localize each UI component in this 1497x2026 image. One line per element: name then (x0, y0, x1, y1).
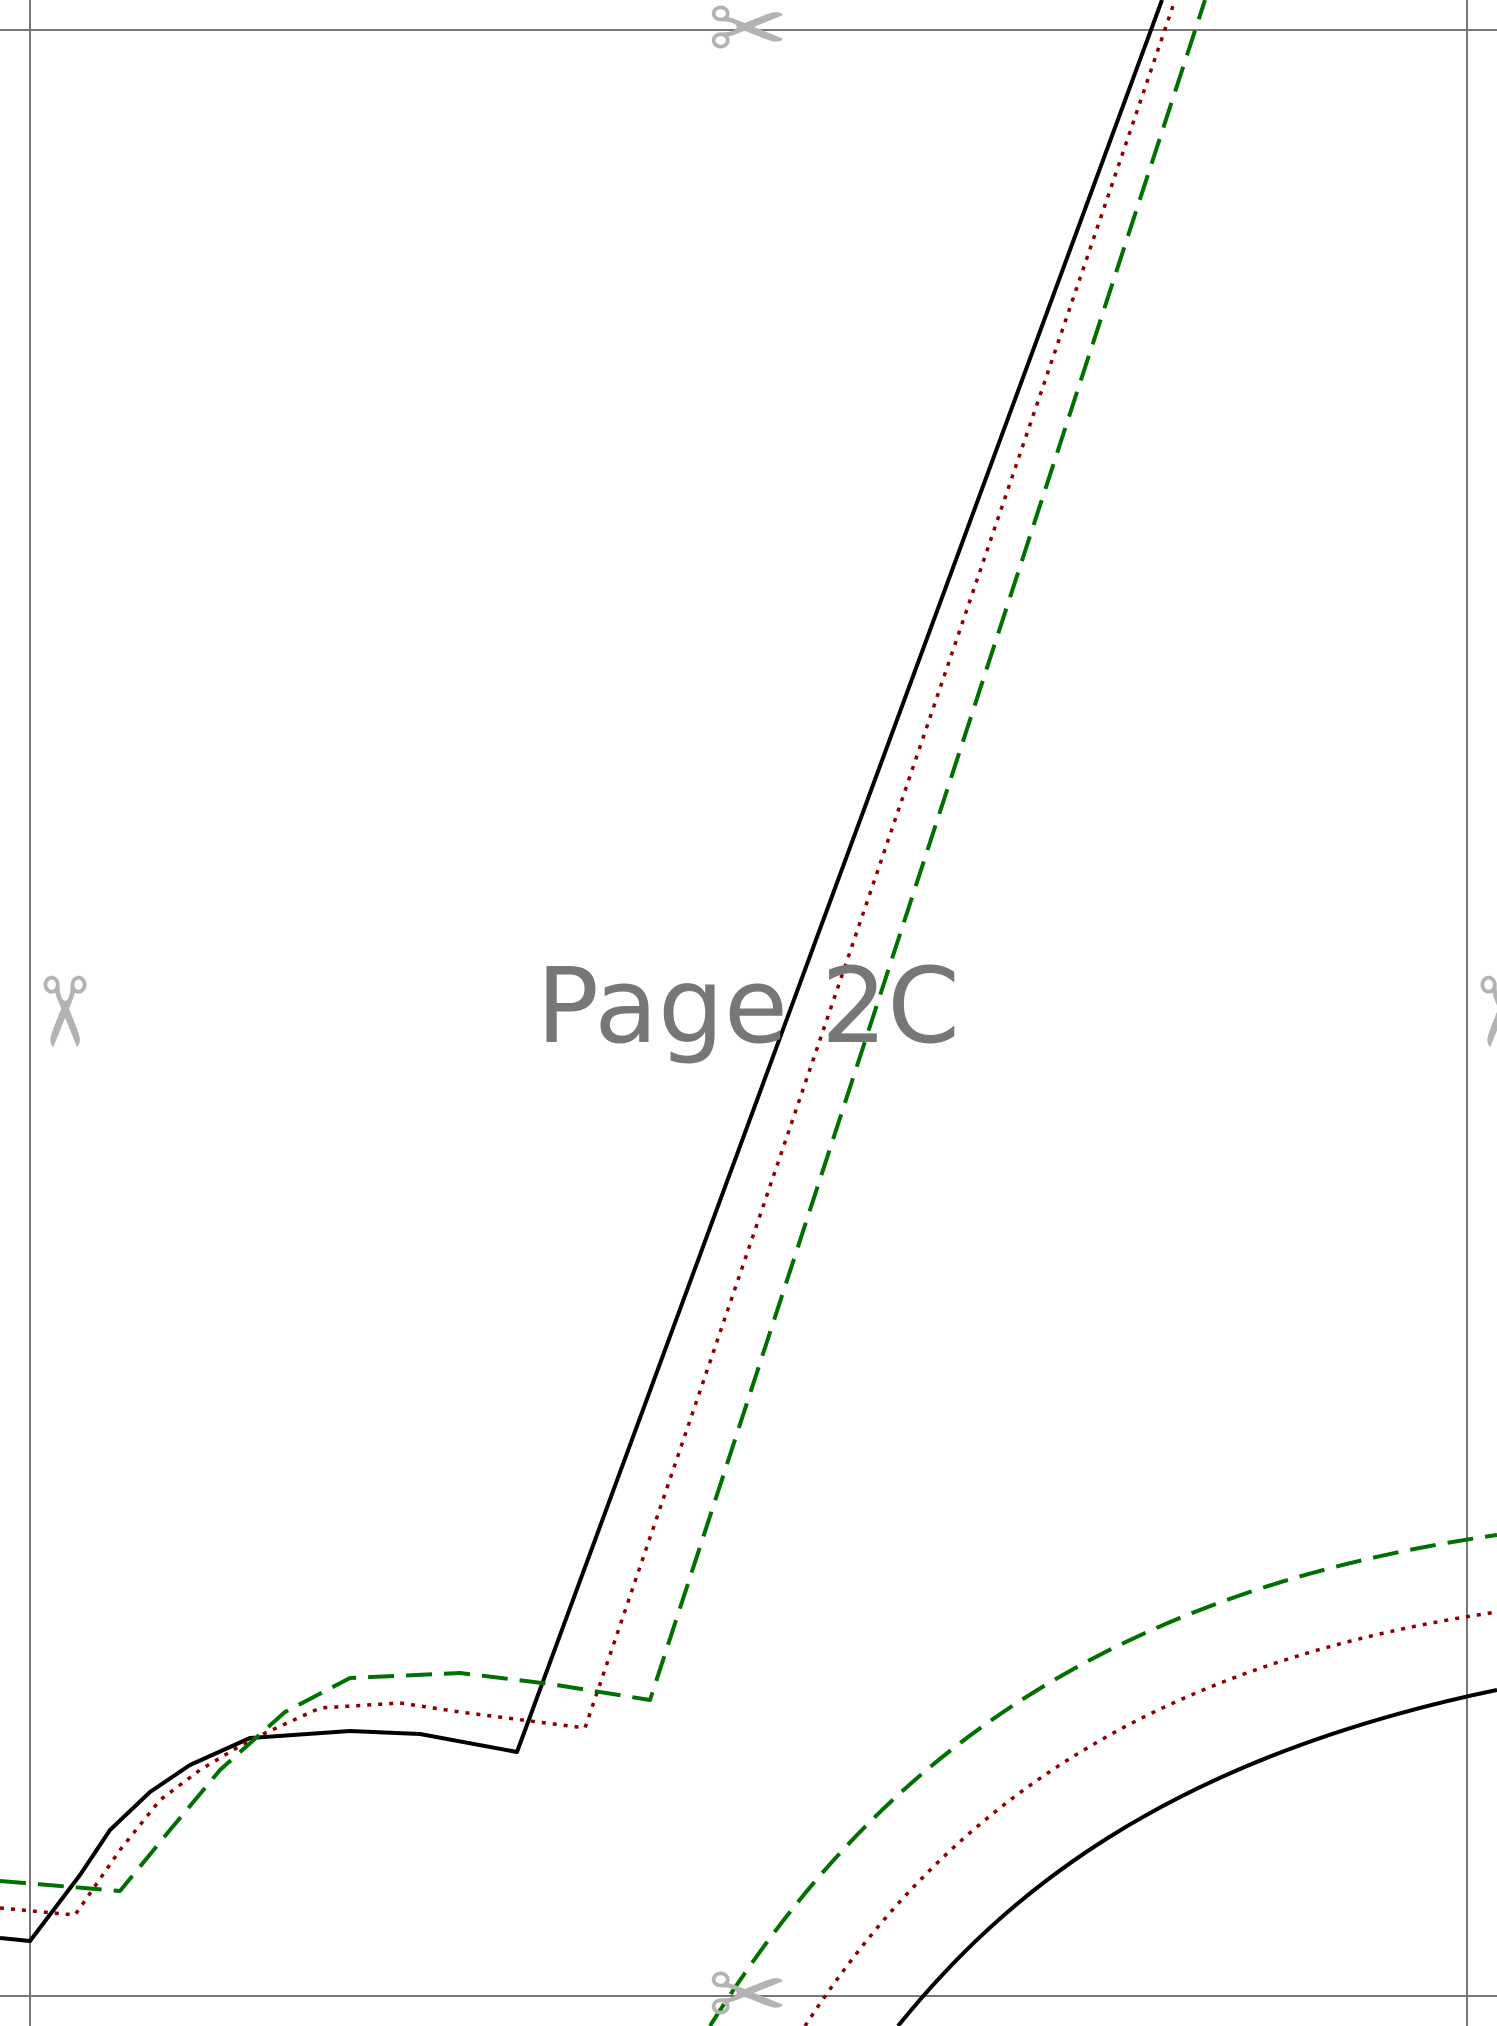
seam-line-lower (708, 1533, 1497, 2026)
page-label: Page 2C (536, 945, 960, 1067)
seam-line-upper (0, 0, 1207, 1893)
scissors-icon-right: ✂ (1444, 972, 1497, 1052)
cut-line-upper (0, 0, 1164, 1943)
scissors-icon-left: ✂ (7, 972, 119, 1052)
scissors-markers: ✂ ✂ ✂ ✂ (7, 0, 1497, 2026)
stitch-line-lower (803, 1610, 1497, 2026)
cut-line-lower (896, 1688, 1497, 2026)
scissors-icon-top: ✂ (708, 0, 788, 85)
scissors-icon-bottom: ✂ (708, 1939, 788, 2026)
stitch-line-upper (0, 0, 1177, 1917)
